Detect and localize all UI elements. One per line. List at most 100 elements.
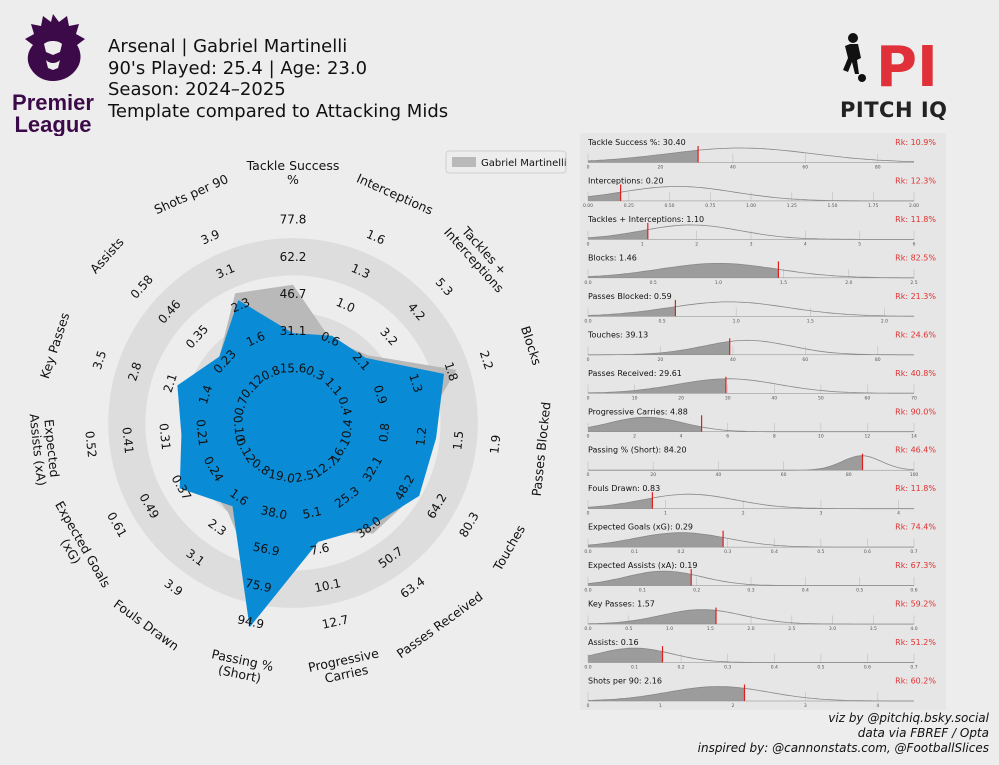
dist-tick-label: 0 — [587, 357, 590, 363]
dist-tick-label: 0.3 — [724, 549, 731, 555]
dist-rank: Rk: 40.8% — [895, 369, 936, 378]
dist-label: Tackle Success %: 30.40 — [587, 138, 686, 147]
league-word-1: Premier — [12, 90, 94, 115]
radar-tick-label: 0.8 — [376, 422, 392, 442]
dist-rank: Rk: 10.9% — [895, 138, 936, 147]
dist-tick-label: 60 — [781, 472, 787, 478]
dist-tick-label: 14 — [911, 434, 917, 440]
radar-category-line: Interceptions — [354, 171, 435, 218]
iq-word: IQ — [920, 98, 948, 122]
dist-tick-label: 0.1 — [631, 549, 638, 555]
dist-tick-label: 80 — [846, 472, 852, 478]
dist-rank: Rk: 82.5% — [895, 253, 936, 262]
dist-area — [588, 609, 716, 625]
radar-tick-label: 63.4 — [398, 574, 428, 601]
footballer-icon: PI — [843, 33, 938, 100]
dist-tick-label: 0.1 — [631, 665, 638, 671]
dist-tick-label: 0.5 — [650, 280, 657, 286]
radar-tick-label: 38.0 — [259, 503, 288, 522]
dist-tick-label: 4 — [876, 703, 879, 709]
dist-tick-label: 1.5 — [807, 318, 814, 324]
dist-label: Key Passes: 1.57 — [588, 600, 655, 609]
dist-row: 0.0 0.1 0.2 0.3 0.4 0.5 0.6 0.7 Assists: 0.16 Rk:… — [584, 638, 936, 670]
dist-curve — [588, 339, 914, 356]
dist-tick-label: 0 — [587, 703, 590, 709]
dist-area — [588, 229, 648, 240]
dist-label: Touches: 39.13 — [587, 330, 648, 339]
radar-tick-label: 0.58 — [128, 272, 156, 301]
radar-tick-label: 2.2 — [477, 349, 496, 371]
radar-category-label: Tackles +Interceptions — [441, 215, 517, 295]
dist-tick-label: 1 — [659, 703, 662, 709]
radar-category-line: Passes Blocked — [529, 401, 554, 497]
dist-rank: Rk: 21.3% — [895, 292, 936, 301]
dist-tick-label: 1.75 — [868, 203, 878, 209]
dist-area — [588, 648, 663, 663]
radar-tick-label: 94.9 — [236, 612, 265, 631]
radar-tick-label: 0.52 — [82, 430, 99, 458]
dist-tick-label: 0.00 — [583, 203, 593, 209]
dist-tick-label: 0.5 — [817, 665, 824, 671]
dist-tick-label: 0.0 — [584, 588, 591, 594]
radar-category-label: Passes Blocked — [529, 401, 554, 497]
dist-tick-label: 4 — [897, 511, 900, 517]
dist-tick-label: 1 — [641, 241, 644, 247]
radar-category-label: Touches — [490, 522, 529, 574]
legend-box — [445, 150, 567, 174]
dist-tick-label: 0.4 — [771, 549, 778, 555]
dist-tick-label: 0.0 — [584, 318, 591, 324]
dist-label: Blocks: 1.46 — [588, 253, 637, 262]
radar-category-line: % — [287, 172, 299, 187]
dist-tick-label: 0 — [587, 511, 590, 517]
dist-row: 0.0 0.5 1.0 1.5 2.0 2.5 Blocks: 1.46 Rk: 82.5% — [584, 253, 936, 285]
radar-tick-label: 1.4 — [196, 383, 215, 405]
dist-rank: Rk: 74.4% — [895, 523, 936, 532]
dist-rank: Rk: 59.2% — [895, 600, 936, 609]
radar-tick-label: 0.21 — [193, 419, 210, 447]
radar-category-line: Fouls Drawn — [111, 596, 182, 653]
dist-rank: Rk: 46.4% — [895, 446, 936, 455]
dist-tick-label: 2 — [695, 241, 698, 247]
dist-tick-label: 10 — [818, 434, 824, 440]
dist-area — [588, 378, 726, 394]
dist-label: Tackles + Interceptions: 1.10 — [587, 215, 704, 224]
dist-tick-label: 0.5 — [856, 588, 863, 594]
dist-tick-label: 1.0 — [666, 626, 673, 632]
radar-category-line: Blocks — [518, 324, 545, 367]
dist-tick-label: 0.5 — [659, 318, 666, 324]
dist-tick-label: 20 — [658, 357, 664, 363]
dist-curve — [587, 686, 914, 702]
dist-tick-label: 0 — [587, 395, 590, 401]
dist-tick-label: 1.5 — [707, 626, 714, 632]
dist-area — [588, 571, 692, 586]
dist-label: Interceptions: 0.20 — [588, 176, 664, 185]
dist-curve — [588, 455, 915, 471]
dist-tick-label: 8 — [773, 434, 776, 440]
dist-tick-label: 20 — [650, 472, 656, 478]
player-polygon — [177, 300, 444, 628]
dist-tick-label: 0.0 — [584, 665, 591, 671]
radar-tick-label: 2.5 — [294, 468, 316, 486]
dist-tick-label: 6 — [913, 241, 916, 247]
dist-label: Shots per 90: 2.16 — [588, 677, 662, 686]
dist-tick-label: 20 — [658, 164, 664, 170]
radar-category-label: Fouls Drawn — [111, 596, 182, 653]
radar-category-line: Assists — [87, 234, 127, 276]
dist-tick-label: 0 — [587, 164, 590, 170]
dist-row: 0 1 2 3 4 Shots per 90: 2.16 Rk: 60.2% — [587, 677, 937, 709]
dist-row: 0 20 40 60 80 Touches: 39.13 Rk: 24.6% — [587, 330, 937, 362]
dist-curve — [587, 147, 915, 163]
dist-tick-label: 3 — [804, 703, 807, 709]
pitch-iq-logo: PI PITCH IQ — [836, 28, 951, 123]
radar-category-line: Touches — [490, 522, 529, 574]
dist-tick-label: 1.25 — [787, 203, 797, 209]
dist-row: 0.0 0.1 0.2 0.3 0.4 0.5 0.6 0.7 Expected Goals (… — [584, 523, 936, 555]
radar-tick-label: 46.7 — [280, 287, 307, 301]
dist-label: Expected Goals (xG): 0.29 — [588, 523, 693, 532]
premier-league-logo: Premier League — [12, 14, 94, 136]
dist-tick-label: 2 — [633, 434, 636, 440]
radar-tick-label: 62.2 — [280, 250, 307, 264]
player-title: Arsenal | Gabriel Martinelli — [108, 36, 348, 57]
dist-tick-label: 0.6 — [864, 665, 871, 671]
